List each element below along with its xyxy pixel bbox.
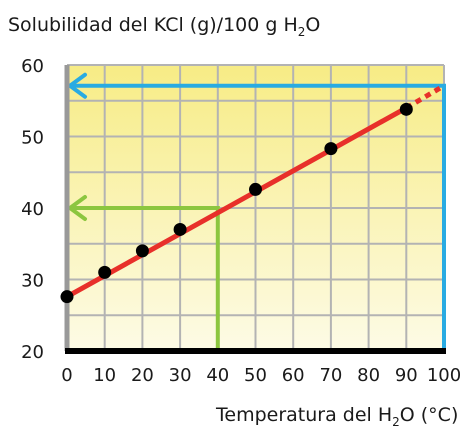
guide-arrow-1 <box>68 72 87 99</box>
fit-line-solid <box>64 105 409 300</box>
y-axis-title: Solubilidad del KCl (g)/100 g H2O <box>8 14 320 39</box>
x-tick-label-40: 40 <box>206 365 229 386</box>
y-axis-title-main: Solubilidad del KCl (g)/100 g H <box>8 14 298 36</box>
guide-line-0 <box>70 206 220 351</box>
x-tick-label-50: 50 <box>244 365 267 386</box>
x-tick-label-60: 60 <box>282 365 305 386</box>
x-axis-title-main: Temperatura del H <box>215 404 392 426</box>
x-tick-label-90: 90 <box>395 365 418 386</box>
x-tick-labels: 0 10 20 30 40 50 60 70 80 90 100 <box>61 365 461 386</box>
guide-arrow-0 <box>68 195 87 221</box>
guide-lines <box>68 72 446 351</box>
fit-line-dotted <box>405 83 446 111</box>
data-points <box>60 102 413 304</box>
data-point-3 <box>173 222 187 236</box>
y-tick-labels: 20 30 40 50 60 <box>21 56 44 363</box>
x-axis-title-sub: 2 <box>392 415 400 429</box>
x-tick-label-100: 100 <box>427 365 461 386</box>
x-tick-label-30: 30 <box>169 365 192 386</box>
data-point-1 <box>98 265 112 279</box>
y-tick-label-20: 20 <box>21 342 44 363</box>
x-axis-title: Temperatura del H2O (°C) <box>215 404 458 429</box>
x-tick-label-70: 70 <box>319 365 342 386</box>
data-point-2 <box>135 244 149 258</box>
data-point-0 <box>60 290 74 304</box>
x-tick-label-20: 20 <box>131 365 154 386</box>
y-tick-label-60: 60 <box>21 56 44 77</box>
axes <box>64 65 446 354</box>
guide-line-1 <box>70 83 446 351</box>
data-point-5 <box>324 142 338 156</box>
data-point-4 <box>249 182 262 196</box>
data-point-6 <box>399 102 413 116</box>
x-axis-title-tail: O (°C) <box>400 404 459 426</box>
x-tick-label-0: 0 <box>61 365 72 386</box>
x-tick-label-10: 10 <box>93 365 116 386</box>
y-tick-label-40: 40 <box>21 199 44 220</box>
y-axis-title-tail: O <box>305 14 320 36</box>
y-tick-label-30: 30 <box>21 271 44 292</box>
y-axis-title-sub: 2 <box>298 25 306 39</box>
y-tick-label-50: 50 <box>21 128 44 149</box>
fit-line <box>64 83 446 300</box>
x-tick-label-80: 80 <box>357 365 380 386</box>
